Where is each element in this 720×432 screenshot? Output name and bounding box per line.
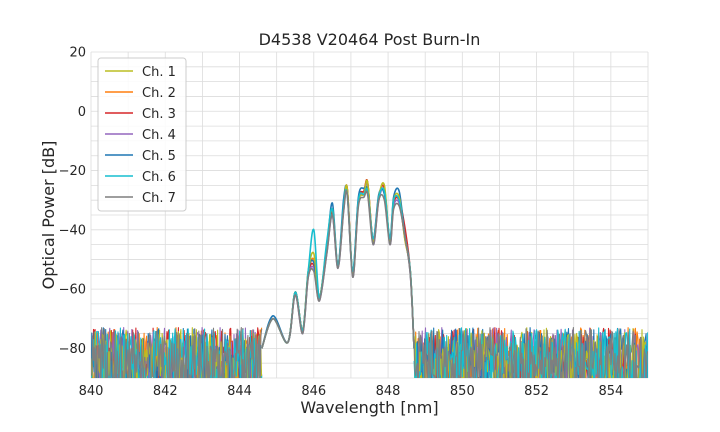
y-tick-label: 20 — [69, 46, 86, 61]
legend-label: Ch. 1 — [142, 65, 176, 80]
noise-trace-1 — [91, 327, 647, 378]
x-tick-label: 850 — [450, 384, 475, 399]
x-axis-ticks: 840 842 844 846 848 850 852 854 — [79, 384, 624, 399]
x-tick-label: 848 — [376, 384, 401, 399]
legend-box — [97, 57, 187, 212]
noise-floor — [91, 327, 648, 378]
y-axis-ticks: −80 −60 −40 −20 0 20 — [59, 46, 86, 357]
y-axis-label: Optical Power [dB] — [39, 141, 58, 290]
x-tick-label: 846 — [301, 384, 326, 399]
legend-label: Ch. 7 — [142, 191, 176, 206]
y-tick-label: −80 — [59, 342, 86, 357]
y-tick-label: −20 — [59, 164, 86, 179]
x-tick-label: 844 — [227, 384, 252, 399]
noise-trace-7 — [91, 327, 648, 378]
x-tick-label: 842 — [153, 384, 178, 399]
chart-title: D4538 V20464 Post Burn-In — [259, 30, 481, 49]
legend-label: Ch. 6 — [142, 170, 176, 185]
x-tick-label: 840 — [79, 384, 104, 399]
legend-label: Ch. 3 — [142, 107, 176, 122]
y-tick-label: 0 — [78, 105, 86, 120]
legend-label: Ch. 2 — [142, 86, 176, 101]
legend-label: Ch. 5 — [142, 149, 176, 164]
legend: Ch. 1 Ch. 2 Ch. 3 Ch. 4 Ch. 5 Ch. 6 Ch. 7 — [97, 57, 187, 212]
legend-label: Ch. 4 — [142, 128, 176, 143]
series-line-7 — [261, 189, 415, 349]
series-lines — [261, 179, 415, 349]
x-tick-label: 854 — [598, 384, 623, 399]
x-tick-label: 852 — [524, 384, 549, 399]
x-axis-label: Wavelength [nm] — [300, 398, 438, 417]
y-tick-label: −60 — [59, 283, 86, 298]
y-tick-label: −40 — [59, 223, 86, 238]
